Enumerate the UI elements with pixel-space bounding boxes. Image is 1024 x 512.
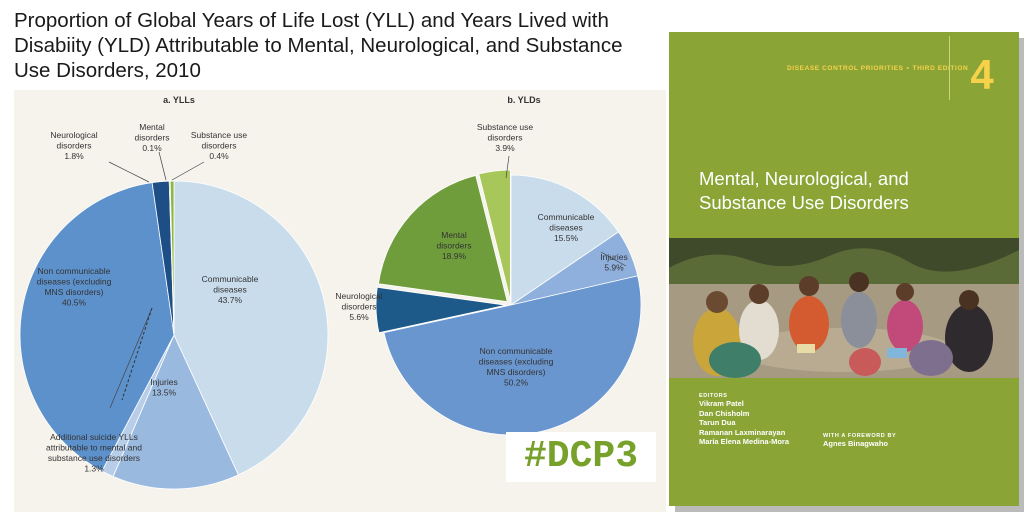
volume-divider <box>949 36 950 100</box>
book-title: Mental, Neurological, and Substance Use … <box>699 167 999 215</box>
hashtag-dcp3: #DCP3 <box>506 432 656 482</box>
foreword-heading: WITH A FOREWORD BY <box>823 433 897 439</box>
pie-a-slice-non-communicable-diseases <box>19 182 175 472</box>
cover-photo <box>669 238 1019 378</box>
pie-b-slice-substance-use-disorders <box>478 169 511 301</box>
pie-a-label-injuries: Injuries 13.5% <box>150 377 177 398</box>
editors-heading: EDITORS <box>699 393 728 399</box>
pie-a-label-substance-use-disorders: Substance use disorders 0.4% <box>191 130 248 161</box>
pie-b-slice-communicable-diseases <box>510 174 620 306</box>
pie-a-label-mental-disorders: Mental disorders 0.1% <box>135 122 170 153</box>
chart-b-title: b. YLDs <box>507 95 540 105</box>
book-edition: THIRD EDITION <box>912 65 969 72</box>
book-cover: DISEASE CONTROL PRIORITIES • THIRD EDITION… <box>669 32 1019 506</box>
pie-a-label-additional-suicide-ylls-attributable-to-mental-and-substance-use-disorders: Additional suicide YLLs attributable to m… <box>46 432 142 474</box>
pie-a-label-non-communicable-diseases: Non communicable diseases (excluding MNS d… <box>37 266 112 308</box>
pie-a-slice-communicable-diseases <box>173 180 329 476</box>
editors-block: EDITORS Vikram Patel Dan Chisholm Tarun … <box>699 393 789 447</box>
leader-mental-a <box>158 151 167 181</box>
book-series-text: DISEASE CONTROL PRIORITIES • THIRD EDITION <box>787 65 968 72</box>
pie-b-label-neurological-disorders: Neurological disorders 5.6% <box>335 291 382 322</box>
pie-b-slice-mental-disorders <box>378 175 508 303</box>
editor-name: Dan Chisholm <box>699 408 750 418</box>
pie-a-slice-injuries <box>112 334 239 490</box>
book-title-line-2: Substance Use Disorders <box>699 192 909 213</box>
book-series-name: DISEASE CONTROL PRIORITIES <box>787 65 904 72</box>
chart-a-title: a. YLLs <box>163 95 195 105</box>
pie-b-label-communicable-diseases: Communicable diseases 15.5% <box>538 212 595 243</box>
pie-b-label-injuries: Injuries 5.9% <box>600 252 627 273</box>
pie-a-slice-substance-use-disorders <box>169 180 175 336</box>
leader-substance-b <box>505 155 510 179</box>
foreword-author: Agnes Binagwaho <box>823 439 889 448</box>
pie-charts-svg: a. YLLs b. YLDs Communicable diseases 43.7… <box>19 95 642 490</box>
editor-name: Ramanan Laxminarayan <box>699 427 786 437</box>
pie-b-label-mental-disorders: Mental disorders 18.9% <box>437 230 472 261</box>
book-series-row: DISEASE CONTROL PRIORITIES • THIRD EDITION… <box>669 32 1019 102</box>
leader-suicide-a <box>109 307 153 409</box>
chart-panel: a. YLLs b. YLDs Communicable diseases 43.7… <box>14 90 666 512</box>
pie-a-label-neurological-disorders: Neurological disorders 1.8% <box>50 130 97 161</box>
editor-name: Vikram Patel <box>699 399 744 408</box>
pie-b-label-substance-use-disorders: Substance use disorders 3.9% <box>477 122 534 153</box>
pie-b-label-non-communicable-diseases: Non communicable diseases (excluding MNS d… <box>479 346 554 388</box>
book-title-line-1: Mental, Neurological, and <box>699 168 909 189</box>
volume-number: 4 <box>970 51 994 98</box>
editor-name: Tarun Dua <box>699 418 736 427</box>
suicide-boundary-dashed-line <box>121 307 153 401</box>
leader-neurological-a <box>108 161 150 183</box>
foreword-block: WITH A FOREWORD BY Agnes Binagwaho <box>823 433 896 449</box>
pie-a-label-communicable-diseases: Communicable diseases 43.7% <box>202 274 259 305</box>
leader-injuries-b <box>600 251 627 267</box>
pie-b-slice-non-communicable-diseases <box>383 275 642 436</box>
editor-name: María Elena Medina-Mora <box>699 437 790 446</box>
pie-b-slice-neurological-disorders <box>375 286 507 334</box>
leader-substance-a <box>171 161 205 181</box>
book-series-separator: • <box>906 65 910 72</box>
main-title: Proportion of Global Years of Life Lost … <box>14 9 623 82</box>
